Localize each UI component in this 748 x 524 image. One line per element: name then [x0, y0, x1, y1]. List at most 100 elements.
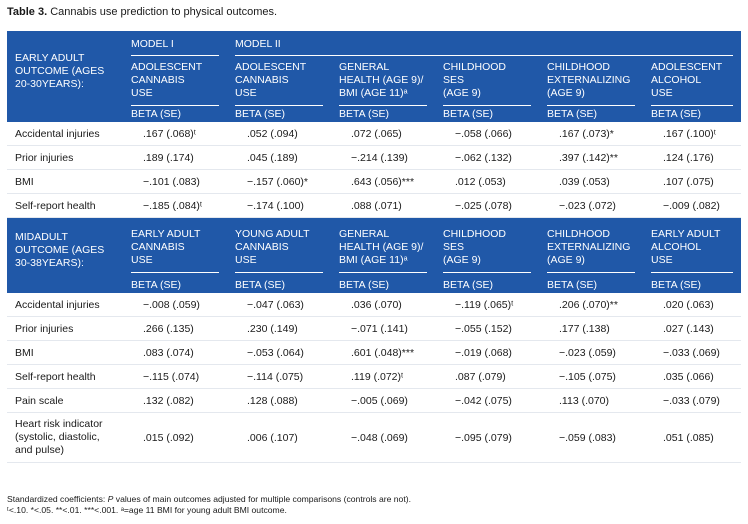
beta-label: BETA (SE) [131, 108, 181, 120]
table-cell: −.174 (.100) [227, 193, 331, 218]
table-cell: −.214 (.139) [331, 145, 435, 170]
table-cell: .087 (.079) [435, 364, 539, 389]
caption-label: Table 3. [7, 6, 48, 18]
table-cell: .177 (.138) [539, 316, 643, 341]
table-cell: .206 (.070)** [539, 293, 643, 317]
table-cell: .052 (.094) [227, 122, 331, 146]
s2-col-header: CHILDHOOD EXTERNALIZING (AGE 9) [539, 218, 643, 278]
table-cell: .072 (.065) [331, 122, 435, 146]
table-cell: .124 (.176) [643, 145, 742, 170]
table-cell: −.058 (.066) [435, 122, 539, 146]
table-cell: −.115 (.074) [123, 364, 227, 389]
beta-label: BETA (SE) [339, 279, 389, 291]
s2-col-header: YOUNG ADULT CANNABIS USE [227, 218, 331, 278]
table-row: BMI −.101 (.083) −.157 (.060)* .643 (.05… [7, 169, 742, 194]
s1-col-header: ADOLESCENT CANNABIS USE [227, 56, 331, 106]
beta-label: BETA (SE) [651, 108, 701, 120]
beta-label: BETA (SE) [547, 108, 597, 120]
table-cell: .601 (.048)*** [331, 340, 435, 365]
table-row: Self-report health −.185 (.084)ᵗ −.174 (… [7, 193, 742, 218]
beta-label: BETA (SE) [651, 279, 701, 291]
footnote-line-1: Standardized coefficients: P values of m… [7, 494, 411, 504]
table-cell: −.023 (.059) [539, 340, 643, 365]
table-cell: .015 (.092) [123, 412, 227, 463]
table-cell: .643 (.056)*** [331, 169, 435, 194]
row-label: Heart risk indicator (systolic, diastoli… [7, 412, 123, 463]
s2-col-header: EARLY ADULT ALCOHOL USE [643, 218, 741, 278]
table-cell: .020 (.063) [643, 293, 742, 317]
row-label: BMI [7, 340, 123, 365]
table-cell: −.114 (.075) [227, 364, 331, 389]
table-footnote: Standardized coefficients: P values of m… [7, 494, 411, 516]
table-cell: −.055 (.152) [435, 316, 539, 341]
table-cell: .189 (.174) [123, 145, 227, 170]
beta-label: BETA (SE) [131, 279, 181, 291]
beta-label: BETA (SE) [235, 279, 285, 291]
table-cell: .167 (.100)ᵗ [643, 122, 742, 146]
section1-column-row: ADOLESCENT CANNABIS USE ADOLESCENT CANNABIS… [7, 56, 742, 106]
table-cell: −.023 (.072) [539, 193, 643, 218]
s2-col-header: EARLY ADULT CANNABIS USE [123, 218, 227, 278]
table-cell: .035 (.066) [643, 364, 742, 389]
table-caption: Table 3. Cannabis use prediction to phys… [7, 6, 277, 18]
table-cell: −.185 (.084)ᵗ [123, 193, 227, 218]
table-cell: .119 (.072)ᵗ [331, 364, 435, 389]
table-cell: .036 (.070) [331, 293, 435, 317]
table-row: BMI .083 (.074) −.053 (.064) .601 (.048)… [7, 340, 742, 365]
beta-label: BETA (SE) [235, 108, 285, 120]
table-cell: −.033 (.079) [643, 388, 742, 413]
table-row: Prior injuries .189 (.174) .045 (.189) −… [7, 145, 742, 170]
table-cell: −.033 (.069) [643, 340, 742, 365]
table-cell: .266 (.135) [123, 316, 227, 341]
section1-model-row: EARLY ADULT OUTCOME (AGES 20-30YEARS): M… [7, 31, 742, 90]
table-cell: −.071 (.141) [331, 316, 435, 341]
row-label: Accidental injuries [7, 122, 123, 146]
s1-col-header: CHILDHOOD SES (AGE 9) [435, 56, 539, 106]
table-cell: .167 (.068)ᵗ [123, 122, 227, 146]
s1-col-header: CHILDHOOD EXTERNALIZING (AGE 9) [539, 56, 643, 106]
table-cell: −.053 (.064) [227, 340, 331, 365]
model2-header: MODEL II [227, 31, 741, 56]
table-cell: −.101 (.083) [123, 169, 227, 194]
beta-label: BETA (SE) [339, 108, 389, 120]
table-cell: −.019 (.068) [435, 340, 539, 365]
section2-beta-row: BETA (SE) BETA (SE) BETA (SE) BETA (SE) … [7, 277, 742, 293]
model1-header: MODEL I [123, 31, 227, 56]
table-cell: −.048 (.069) [331, 412, 435, 463]
s2-col-header: CHILDHOOD SES (AGE 9) [435, 218, 539, 278]
section1-beta-row: BETA (SE) BETA (SE) BETA (SE) BETA (SE) … [7, 106, 742, 122]
table-cell: .083 (.074) [123, 340, 227, 365]
table-cell: .132 (.082) [123, 388, 227, 413]
table-cell: .027 (.143) [643, 316, 742, 341]
table-cell: .051 (.085) [643, 412, 742, 463]
table-cell: .128 (.088) [227, 388, 331, 413]
row-label: Accidental injuries [7, 293, 123, 317]
row-label: BMI [7, 169, 123, 194]
row-label: Self-report health [7, 193, 123, 218]
table-cell: −.047 (.063) [227, 293, 331, 317]
table-cell: .045 (.189) [227, 145, 331, 170]
table-row: Accidental injuries .167 (.068)ᵗ .052 (.… [7, 122, 742, 146]
row-label: Self-report health [7, 364, 123, 389]
section2-outcome-label: MIDADULT OUTCOME (AGES 30-38YEARS): [15, 231, 105, 269]
beta-label: BETA (SE) [547, 279, 597, 291]
table-cell: .167 (.073)* [539, 122, 643, 146]
table-cell: −.059 (.083) [539, 412, 643, 463]
row-label: Prior injuries [7, 316, 123, 341]
table-cell: .006 (.107) [227, 412, 331, 463]
table-cell: −.095 (.079) [435, 412, 539, 463]
row-label: Prior injuries [7, 145, 123, 170]
table-cell: .397 (.142)** [539, 145, 643, 170]
table-cell: −.062 (.132) [435, 145, 539, 170]
table-cell: −.009 (.082) [643, 193, 742, 218]
table-row: Self-report health −.115 (.074) −.114 (.… [7, 364, 742, 389]
row-label: Pain scale [7, 388, 123, 413]
table-cell: .107 (.075) [643, 169, 742, 194]
table-cell: −.008 (.059) [123, 293, 227, 317]
table-cell: .039 (.053) [539, 169, 643, 194]
caption-text: Cannabis use prediction to physical outc… [50, 6, 278, 18]
table-row: Pain scale .132 (.082) .128 (.088) −.005… [7, 388, 742, 413]
table-row: Accidental injuries −.008 (.059) −.047 (… [7, 293, 742, 317]
table-row: Prior injuries .266 (.135) .230 (.149) −… [7, 316, 742, 341]
table-cell: .230 (.149) [227, 316, 331, 341]
